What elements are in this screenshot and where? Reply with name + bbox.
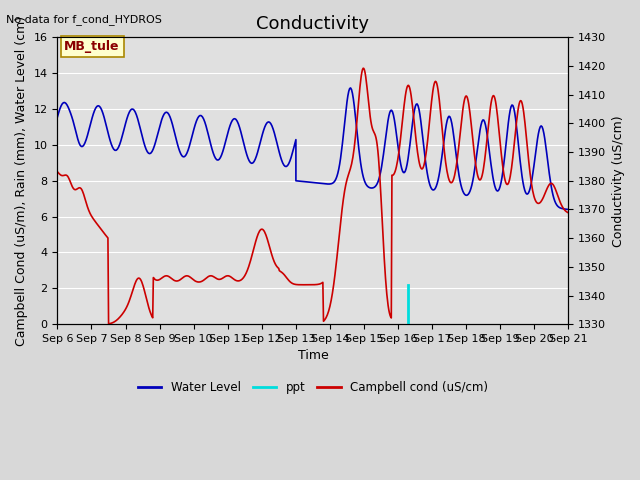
Text: MB_tule: MB_tule bbox=[65, 40, 120, 53]
Title: Conductivity: Conductivity bbox=[257, 15, 369, 33]
Y-axis label: Campbell Cond (uS/m), Rain (mm), Water Level (cm): Campbell Cond (uS/m), Rain (mm), Water L… bbox=[15, 16, 28, 346]
Legend: Water Level, ppt, Campbell cond (uS/cm): Water Level, ppt, Campbell cond (uS/cm) bbox=[133, 376, 493, 398]
Text: No data for f_cond_HYDROS: No data for f_cond_HYDROS bbox=[6, 14, 163, 25]
Y-axis label: Conductivity (uS/cm): Conductivity (uS/cm) bbox=[612, 115, 625, 247]
X-axis label: Time: Time bbox=[298, 349, 328, 362]
